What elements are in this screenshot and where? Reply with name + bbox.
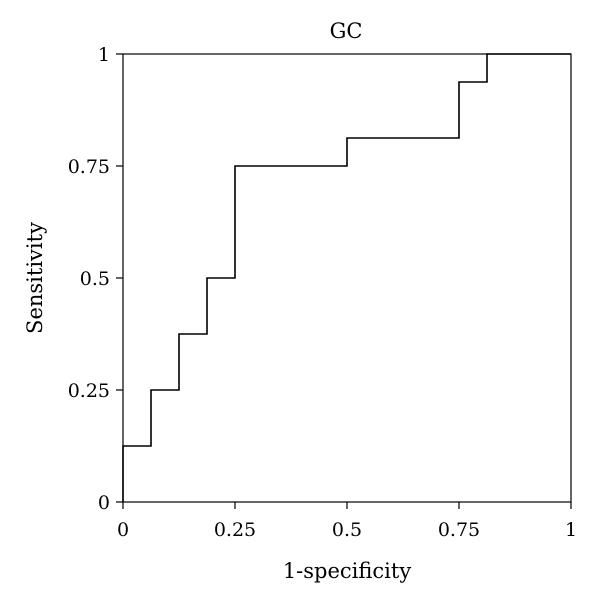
x-tick-label: 0.5 [332,519,362,541]
x-tick-label: 0.25 [214,519,256,541]
y-tick-label: 0.25 [68,380,110,402]
y-axis-ticks: 0 0.25 0.5 0.75 1 [68,44,123,514]
x-axis-label: 1-specificity [283,559,412,583]
x-axis-ticks: 0 0.25 0.5 0.75 1 [117,502,577,541]
x-tick-label: 0.75 [438,519,480,541]
roc-step-line [122,53,571,502]
x-tick-label: 1 [565,519,577,541]
y-tick-label: 0.5 [80,268,110,290]
y-tick-label: 0.75 [68,156,110,178]
plot-area-frame [122,53,572,503]
y-tick-label: 1 [98,44,110,66]
y-axis-label: Sensitivity [23,222,47,334]
chart-title: GC [330,19,363,43]
y-tick-label: 0 [98,492,110,514]
x-tick-label: 0 [117,519,129,541]
series-layer [122,53,571,502]
